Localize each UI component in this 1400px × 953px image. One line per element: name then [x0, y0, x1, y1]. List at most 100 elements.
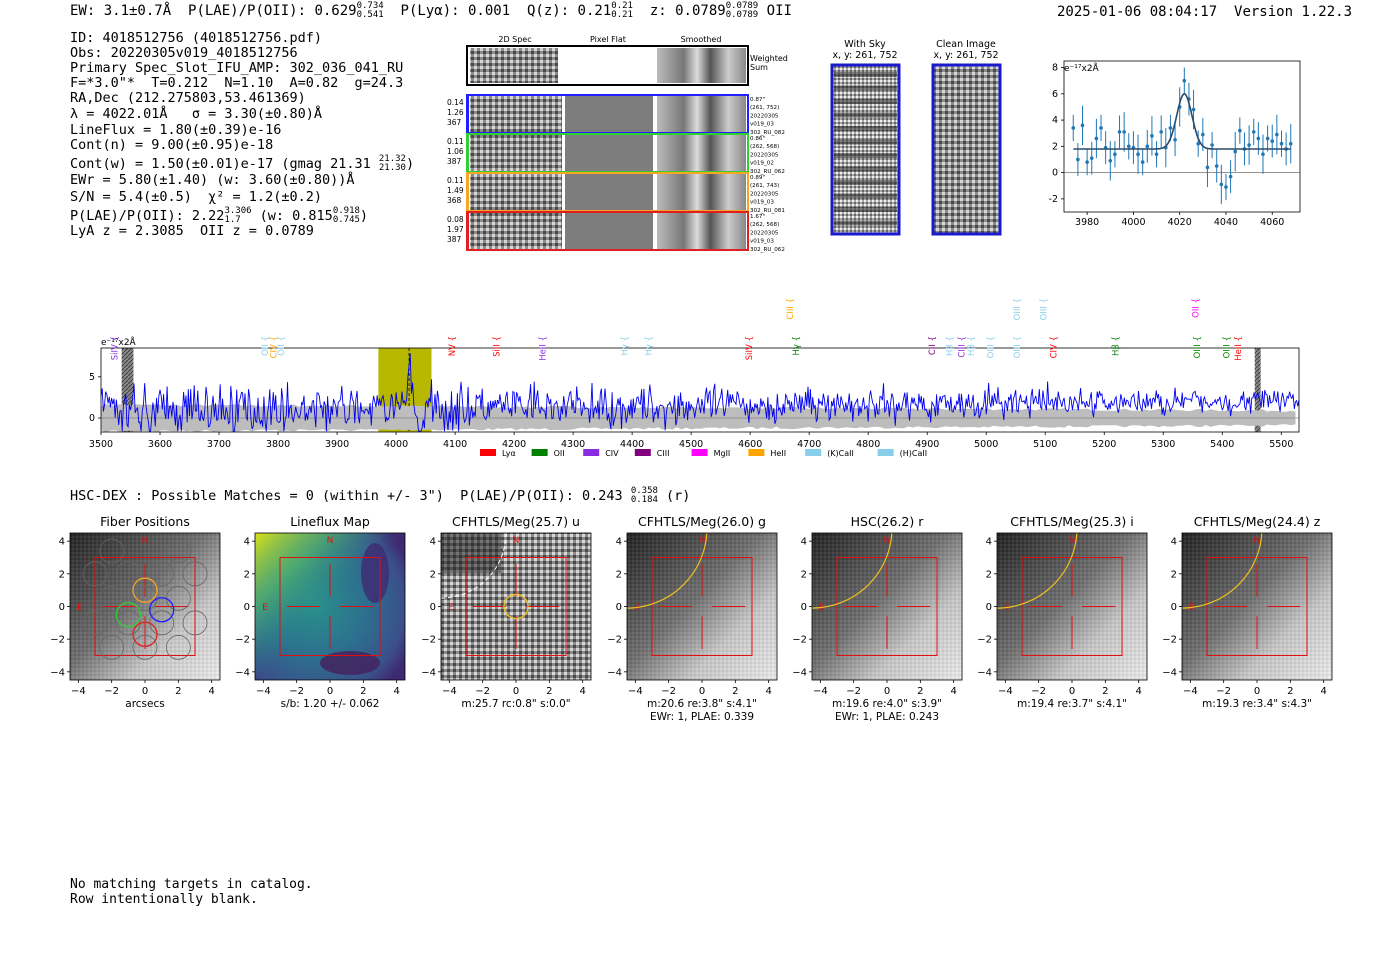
spectrum-xtick-label: 5100	[1033, 439, 1057, 450]
panel-xtick-label: −2	[661, 686, 676, 697]
spectrum-masked-band	[121, 348, 134, 432]
info-lineflux: LineFlux = 1.80(±0.39)e-16	[70, 122, 282, 138]
line-fit-xtick-label: 3980	[1075, 217, 1099, 228]
panel-xtick-label: 4	[579, 686, 585, 697]
panel-ytick-label: 0	[59, 602, 65, 613]
panel-xtick-label: −2	[846, 686, 861, 697]
line-fit-ylabel: e⁻¹⁷x2Å	[1064, 62, 1100, 74]
cutout-right-label: 302_RU_062	[750, 247, 785, 253]
panel-xtick-label: −4	[71, 686, 86, 697]
line-fit-ytick-label: 6	[1052, 89, 1058, 100]
line-fit-point	[1122, 130, 1126, 134]
panel-ytick-label: 0	[1171, 602, 1177, 613]
info-obs: Obs: 20220305v019_4018512756	[70, 45, 298, 61]
line-fit-point	[1191, 107, 1196, 112]
cutout-right-label: v019_03	[750, 200, 774, 206]
line-fit-ytick-label: 4	[1052, 115, 1058, 126]
line-fit-point	[1247, 143, 1251, 147]
line-fit-point	[1270, 139, 1275, 143]
panel-xtick-label: 2	[175, 686, 181, 697]
panel-ytick-label: 2	[616, 569, 622, 580]
line-fit-point	[1224, 185, 1228, 189]
contw-end: )	[405, 156, 415, 172]
spectrum-line-mark: CIII {	[957, 336, 967, 358]
fiber-circle	[99, 538, 125, 564]
z-line: OII	[766, 3, 792, 19]
ew-text: EW: 3.1±0.7Å	[70, 3, 172, 19]
line-fit-point	[1173, 137, 1177, 142]
spectrum-xtick-label: 4900	[915, 439, 939, 450]
panel-fiber: Fiber Positions N E −4 −4 −2 −2 0 0 2 2 4 4 arcsecs	[50, 514, 221, 710]
line-fit-ytick-label: 8	[1052, 63, 1058, 74]
panel-title: CFHTLS/Meg(26.0) g	[638, 514, 766, 529]
fiber-circle	[165, 538, 191, 564]
spectrum-line-mark: Hβ {	[967, 336, 977, 356]
panel-ytick-label: −4	[607, 667, 622, 678]
legend-swatch	[748, 449, 765, 456]
panel-ytick-label: 0	[616, 602, 622, 613]
spectrum-cutouts: 2D Spec Pixel Flat Smoothed Weighted Sum…	[447, 35, 788, 253]
panel-title: HSC(26.2) r	[851, 514, 925, 529]
cutout-right-label: 0.86"	[750, 136, 765, 142]
info-plae-w: (w: 0.815	[251, 208, 333, 224]
panel-subtitle-2: EWr: 1, PLAE: 0.339	[650, 711, 754, 723]
line-fit-point	[1251, 130, 1256, 134]
panel-title: Fiber Positions	[100, 514, 190, 529]
spectrum-line-mark: OII {	[261, 336, 271, 356]
panel-ytick-label: −4	[235, 667, 250, 678]
cutout-pixelflat-0	[565, 96, 653, 132]
line-fit-point	[1201, 132, 1205, 137]
cutout-left-label: 1.97	[447, 225, 464, 234]
panel-ytick-label: 2	[801, 569, 807, 580]
line-fit-ytick-label: 2	[1052, 141, 1058, 152]
spectrum-xtick-label: 4000	[384, 439, 408, 450]
cutout-smoothed-1	[657, 135, 746, 171]
cutout-right-label: (262, 568)	[750, 144, 779, 150]
cutout-right-label: 302_RU_081	[750, 208, 785, 214]
spectrum-line-mark: CIV {	[269, 336, 279, 358]
legend-swatch	[583, 449, 600, 456]
info-plae-text: P(LAE)/P(OII): 2.22	[70, 208, 225, 224]
spectrum-line-mark: NV {	[448, 336, 458, 356]
panel-ytick-label: 2	[244, 569, 250, 580]
cutout-left-label: 0.11	[447, 137, 464, 146]
cutout-smoothed-3	[657, 213, 746, 249]
panel-ytick-label: 4	[244, 537, 250, 548]
spectrum-line-mark: OIII {	[1193, 336, 1203, 358]
fiber-circle	[132, 634, 158, 660]
legend-swatch	[691, 449, 708, 456]
panel-xtick-label: 4	[393, 686, 399, 697]
panel-subtitle-2: EWr: 1, PLAE: 0.243	[835, 711, 939, 723]
panel-ytick-label: 4	[430, 537, 436, 548]
legend-label: MgII	[714, 449, 731, 458]
panel-ytick-label: 0	[986, 602, 992, 613]
panel-ytick-label: 4	[986, 537, 992, 548]
spectrum-line-mark: OIII {	[1222, 336, 1232, 358]
line-fit-xtick-label: 4040	[1214, 217, 1238, 228]
sky-line-stripe	[834, 180, 897, 185]
spectrum-xtick-label: 4800	[856, 439, 880, 450]
with-sky-image	[830, 63, 901, 236]
footer-line-2: Row intentionally blank.	[70, 892, 258, 907]
spectrum-line-mark: Hβ {	[1111, 336, 1121, 356]
panel-subtitle: m:25.7 rc:0.8" s:0.0"	[461, 698, 570, 710]
sky-line-stripe	[834, 85, 897, 91]
spectrum-xtick-label: 3900	[325, 439, 349, 450]
panel-xtick-label: 2	[917, 686, 923, 697]
cutout-header-smoothed: Smoothed	[681, 35, 722, 44]
sky-line-stripe	[834, 193, 897, 199]
line-fit-point	[1145, 144, 1150, 149]
panel-ytick-label: 4	[801, 537, 807, 548]
panel-subtitle: arcsecs	[125, 698, 164, 710]
cutout-pixelflat-1	[565, 135, 653, 171]
panel-xtick-label: 0	[699, 686, 705, 697]
spectrum-line-mark: HeII {	[538, 336, 548, 361]
with-sky-xy: x, y: 261, 752	[832, 50, 897, 61]
info-plae: P(LAE)/P(OII): 2.22 3.306 1.7 (w: 0.815 0.9…	[70, 207, 368, 225]
cutout-left-label: 0.14	[447, 98, 464, 107]
cutout-left-label: 1.49	[447, 186, 464, 195]
legend-label: Lyα	[502, 449, 516, 458]
spectrum-line	[100, 353, 1300, 432]
east-label: E	[262, 603, 268, 613]
cutout-right-label: 20220305	[750, 113, 779, 119]
